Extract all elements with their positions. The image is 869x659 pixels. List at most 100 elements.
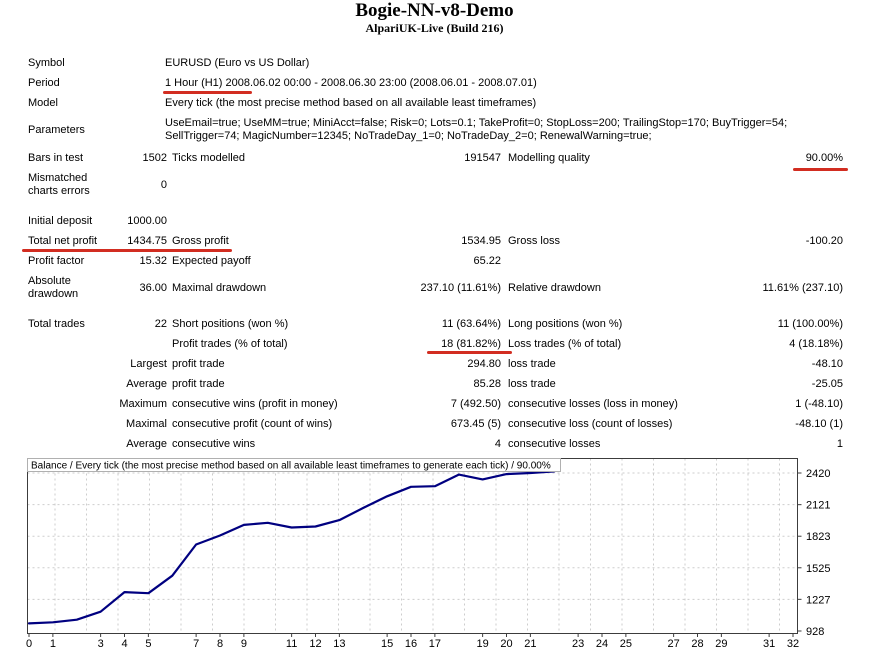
- report-title: Bogie-NN-v8-Demo: [355, 0, 514, 21]
- stat-5-c6: 11.61% (237.10): [762, 282, 843, 294]
- balance-line: [27, 470, 556, 625]
- stat-12-c4: 4: [494, 438, 501, 450]
- y-tick-label-1: 1227: [806, 594, 830, 606]
- stat-5-c4: 237.10 (11.61%): [420, 282, 501, 294]
- x-tick-label-23: 31: [763, 638, 775, 650]
- stat-8-c4: 294.80: [467, 358, 501, 370]
- x-tick-label-5: 7: [193, 638, 199, 650]
- stat-2-c2: 1000.00: [127, 215, 167, 227]
- x-tick-label-8: 11: [286, 638, 297, 650]
- stat-11-c6: -48.10 (1): [795, 418, 843, 430]
- stat-4-c1: Profit factor: [28, 255, 85, 267]
- x-tick-label-9: 12: [309, 638, 321, 650]
- stat-3-c2: 1434.75: [127, 235, 167, 247]
- report-subtitle: AlpariUK-Live (Build 216): [365, 21, 504, 35]
- stat-4-c3: Expected payoff: [172, 255, 251, 267]
- stat-0-c4: 191547: [464, 152, 501, 164]
- stat-6-c3: Short positions (won %): [172, 318, 289, 330]
- stat-11-c2: Maximal: [126, 418, 167, 430]
- stat-11-c4: 673.45 (5): [450, 418, 501, 430]
- stat-9-c3: profit trade: [172, 378, 225, 390]
- info-label-2: Model: [28, 97, 58, 109]
- stat-7-c5: Loss trades (% of total): [508, 338, 622, 350]
- stat-9-c4: 85.28: [473, 378, 501, 390]
- x-tick-label-19: 25: [620, 638, 632, 650]
- stat-12-c6: 1: [836, 438, 843, 450]
- annotation-underline-profit-trades-count: [427, 351, 512, 354]
- balance-chart-svg: 0 1 3 4 5 7 8 9 11 12 13 15 16 17 19 20 21 23 24 25 27 28 29 31…: [26, 458, 830, 650]
- x-tick-label-4: 5: [145, 638, 151, 650]
- stat-1-c2: 0: [160, 179, 167, 191]
- stat-7-c4: 18 (81.82%): [441, 338, 501, 350]
- x-tick-label-18: 24: [596, 638, 608, 650]
- stat-8-c2: Largest: [130, 358, 167, 370]
- chart-title: Balance / Every tick (the most precise m…: [31, 461, 551, 472]
- info-label-1: Period: [28, 77, 60, 89]
- stat-9-c5: loss trade: [508, 378, 556, 390]
- stat-12-c3: consecutive wins: [172, 438, 256, 450]
- x-tick-label-21: 28: [691, 638, 703, 650]
- stat-6-c4: 11 (63.64%): [441, 318, 501, 330]
- balance-chart: 0 1 3 4 5 7 8 9 11 12 13 15 16 17 19 20 21 23 24 25 27 28 29 31…: [0, 458, 869, 654]
- stat-0-c3: Ticks modelled: [172, 152, 245, 164]
- x-tick-label-2: 3: [98, 638, 104, 650]
- stat-6-c6: 11 (100.00%): [777, 318, 843, 330]
- stat-11-c5: consecutive loss (count of losses): [508, 418, 673, 430]
- stat-11-c3: consecutive profit (count of wins): [172, 418, 333, 430]
- x-tick-label-16: 21: [524, 638, 536, 650]
- info-value-2: Every tick (the most precise method base…: [165, 97, 537, 109]
- x-tick-label-22: 29: [715, 638, 727, 650]
- stat-10-c4: 7 (492.50): [450, 398, 501, 410]
- stat-3-c6: -100.20: [805, 235, 843, 247]
- stat-10-c5: consecutive losses (loss in money): [508, 398, 678, 410]
- y-tick-label-5: 2420: [806, 468, 830, 480]
- info-label-0: Symbol: [28, 57, 65, 69]
- x-tick-label-7: 9: [241, 638, 247, 650]
- y-tick-label-3: 1823: [806, 531, 830, 543]
- stat-3-c3: Gross profit: [172, 235, 229, 247]
- info-value-0: EURUSD (Euro vs US Dollar): [165, 57, 310, 69]
- stat-6-c2: 22: [154, 318, 167, 330]
- x-tick-label-0: 0: [26, 638, 32, 650]
- annotation-underline-modelling-quality: [793, 168, 848, 171]
- info-value-3: UseEmail=true; UseMM=true; MiniAcct=fals…: [165, 117, 788, 142]
- x-tick-label-15: 20: [500, 638, 512, 650]
- x-tick-label-6: 8: [217, 638, 223, 650]
- stat-5-c2: 36.00: [139, 282, 167, 294]
- stat-9-c2: Average: [126, 378, 167, 390]
- stat-3-c1: Total net profit: [28, 235, 98, 247]
- x-tick-label-12: 16: [405, 638, 417, 650]
- chart-title-box: [27, 458, 561, 472]
- stat-10-c2: Maximum: [119, 398, 167, 410]
- stat-6-c5: Long positions (won %): [508, 318, 623, 330]
- y-tick-label-0: 928: [806, 626, 824, 638]
- info-label-3: Parameters: [28, 124, 85, 136]
- stat-3-c4: 1534.95: [461, 235, 501, 247]
- stat-8-c5: loss trade: [508, 358, 556, 370]
- stat-12-c5: consecutive losses: [508, 438, 601, 450]
- stat-4-c2: 15.32: [139, 255, 167, 267]
- stat-1-c1: Mismatched charts errors: [28, 172, 90, 197]
- x-tick-label-20: 27: [668, 638, 680, 650]
- x-tick-label-1: 1: [50, 638, 56, 650]
- y-tick-label-4: 2121: [806, 500, 830, 512]
- x-tick-label-17: 23: [572, 638, 584, 650]
- stat-8-c6: -48.10: [811, 358, 843, 370]
- stat-0-c2: 1502: [142, 152, 167, 164]
- stat-10-c3: consecutive wins (profit in money): [172, 398, 338, 410]
- stat-0-c6: 90.00%: [805, 152, 843, 164]
- stat-0-c5: Modelling quality: [508, 152, 590, 164]
- info-value-1: 1 Hour (H1) 2008.06.02 00:00 - 2008.06.3…: [165, 77, 537, 89]
- x-tick-label-10: 13: [333, 638, 345, 650]
- x-tick-label-14: 19: [477, 638, 489, 650]
- x-tick-label-24: 32: [787, 638, 799, 650]
- stat-8-c3: profit trade: [172, 358, 225, 370]
- stat-3-c5: Gross loss: [508, 235, 560, 247]
- x-tick-label-13: 17: [429, 638, 441, 650]
- x-tick-label-3: 4: [121, 638, 127, 650]
- annotation-underline-period-timeframe: [163, 91, 252, 94]
- annotation-underline-total-net-profit: [22, 249, 232, 252]
- stat-7-c6: 4 (18.18%): [789, 338, 843, 350]
- stat-9-c6: -25.05: [811, 378, 843, 390]
